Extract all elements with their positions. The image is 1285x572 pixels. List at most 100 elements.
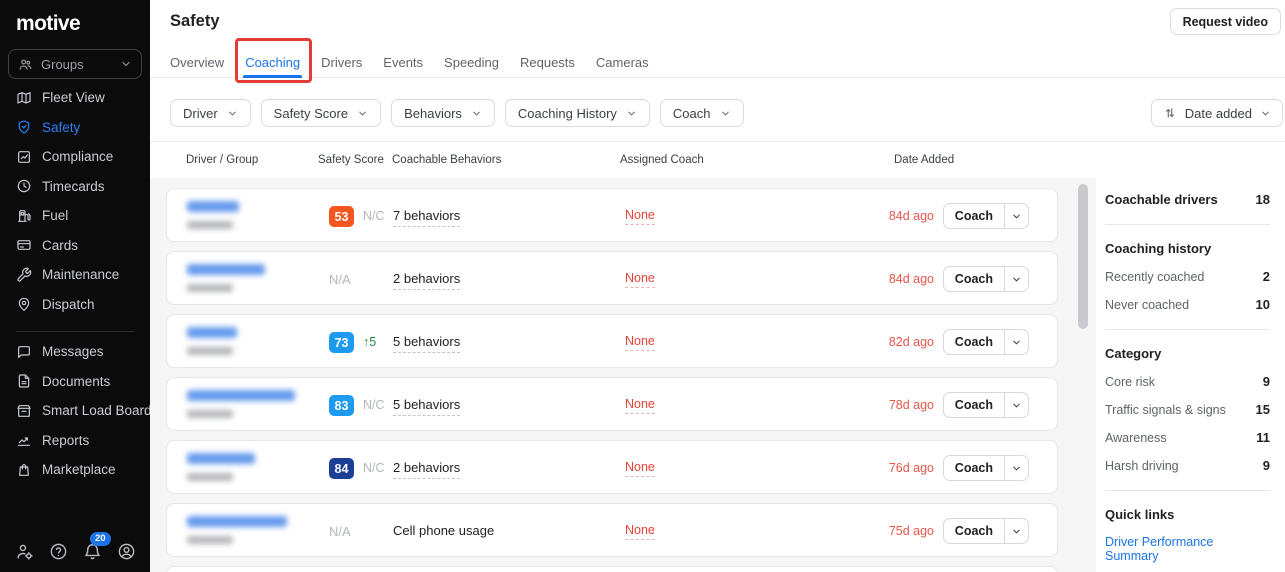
sort-dropdown[interactable]: Date added [1150,99,1283,127]
sidebar-item-timecards[interactable]: Timecards [0,172,150,202]
filter-coaching-history[interactable]: Coaching History [504,99,650,127]
tab-events[interactable]: Events [383,48,423,77]
driver-name-link-redacted[interactable] [187,201,239,212]
notifications-bell-button[interactable]: 20 [81,532,111,564]
sidebar-item-dispatch[interactable]: Dispatch [0,290,150,320]
card-icon [16,237,32,253]
filter-bar: Driver Safety Score Behaviors Coaching Hist… [170,99,744,127]
coachable-behaviors-link[interactable]: 5 behaviors [393,334,461,353]
groups-selector[interactable]: Groups [8,49,142,79]
request-video-button[interactable]: Request video [1169,8,1281,35]
tab-requests[interactable]: Requests [520,48,575,77]
chevron-down-icon[interactable] [1005,204,1028,228]
sidebar-item-marketplace[interactable]: Marketplace [0,455,150,485]
coach-split-button[interactable]: Coach [942,266,1029,292]
driver-performance-summary-link[interactable]: Driver Performance Summary [1105,535,1214,563]
filter-driver[interactable]: Driver [170,99,251,127]
column-driver-group: Driver / Group [186,154,259,166]
coaching-row-list: 53 N/C 7 behaviors None 84d ago Coach N/… [150,178,1096,572]
coach-button-label[interactable]: Coach [944,456,1005,480]
filter-safety-score[interactable]: Safety Score [260,99,382,127]
coachable-drivers-label: Coachable drivers [1105,192,1218,207]
coachable-behaviors-link[interactable]: 2 behaviors [393,460,461,479]
sidebar-item-maintenance[interactable]: Maintenance [0,260,150,290]
coach-button-label[interactable]: Coach [944,393,1005,417]
sidebar-item-label: Compliance [42,149,114,165]
summary-panel: Coachable drivers 18 Coaching history Re… [1105,178,1285,572]
date-added: 78d ago [888,398,934,412]
chevron-down-icon [1262,111,1269,115]
tab-speeding[interactable]: Speeding [444,48,499,77]
chevron-down-icon[interactable] [1005,393,1028,417]
tab-cameras[interactable]: Cameras [596,48,649,77]
sidebar-footer: 20 [0,532,150,572]
driver-name-link-redacted[interactable] [187,327,237,338]
sidebar-item-smart-load-board[interactable]: Smart Load Board [0,396,152,426]
sidebar-item-documents[interactable]: Documents [0,367,150,397]
sidebar-divider [16,331,134,332]
page-title: Safety [170,12,220,30]
sidebar-item-safety[interactable]: Safety [0,113,150,143]
fuel-icon [16,208,32,224]
tab-drivers[interactable]: Drivers [321,48,362,77]
sidebar-item-fuel[interactable]: Fuel [0,201,150,231]
table-row: N/A Cell phone usage None 75d ago Coach [166,503,1058,557]
coach-split-button[interactable]: Coach [942,329,1029,355]
chevron-down-icon[interactable] [1005,519,1028,543]
coachable-behaviors-link[interactable]: 5 behaviors [393,397,461,416]
coach-split-button[interactable]: Coach [942,392,1029,418]
driver-name-link-redacted[interactable] [187,453,255,464]
sidebar-item-compliance[interactable]: Compliance [0,142,150,172]
filter-coach[interactable]: Coach [659,99,744,127]
driver-group-redacted [187,284,233,292]
driver-group-redacted [187,410,233,418]
chevron-down-icon[interactable] [1005,456,1028,480]
coachable-behaviors-link[interactable]: 2 behaviors [393,271,461,290]
coach-button-label[interactable]: Coach [944,519,1005,543]
help-button[interactable] [47,542,69,564]
tab-coaching[interactable]: Coaching [235,38,313,83]
account-icon [117,543,136,564]
coach-button-label[interactable]: Coach [944,330,1005,354]
coachable-behaviors-link[interactable]: 7 behaviors [393,208,461,227]
chevron-down-icon[interactable] [1005,267,1028,291]
assigned-coach-link[interactable]: None [625,208,655,225]
driver-group-redacted [187,473,233,481]
stat-value: 10 [1255,297,1270,312]
coachable-drivers-value: 18 [1255,192,1270,207]
coach-split-button[interactable]: Coach [942,203,1029,229]
tab-overview[interactable]: Overview [170,48,224,77]
driver-name-link-redacted[interactable] [187,516,287,527]
sidebar-item-cards[interactable]: Cards [0,231,150,261]
table-scrollbar[interactable] [1078,182,1088,568]
assigned-coach-link[interactable]: None [625,334,655,351]
sidebar-item-label: Timecards [42,178,105,194]
date-added: 84d ago [888,272,934,286]
sidebar-item-fleet-view[interactable]: Fleet View [0,83,150,113]
chevron-down-icon[interactable] [1005,330,1028,354]
driver-name-link-redacted[interactable] [187,264,265,275]
score-delta: N/C [363,398,385,412]
coach-split-button[interactable]: Coach [942,518,1029,544]
traffic-signals-stat: Traffic signals & signs 15 [1105,402,1270,417]
driver-group-redacted [187,536,233,544]
assigned-coach-link[interactable]: None [625,460,655,477]
assigned-coach-link[interactable]: None [625,397,655,414]
scrollbar-thumb[interactable] [1078,184,1088,329]
coach-button-label[interactable]: Coach [944,267,1005,291]
stat-label: Harsh driving [1105,458,1179,473]
driver-name-link-redacted[interactable] [187,390,295,401]
filter-behaviors[interactable]: Behaviors [391,99,495,127]
sidebar-item-reports[interactable]: Reports [0,426,150,456]
assigned-coach-link[interactable]: None [625,271,655,288]
divider [1105,329,1270,330]
admin-users-button[interactable] [13,542,35,564]
coachable-behaviors-link[interactable]: Cell phone usage [393,523,495,538]
coach-split-button[interactable]: Coach [942,455,1029,481]
assigned-coach-link[interactable]: None [625,523,655,540]
coach-button-label[interactable]: Coach [944,204,1005,228]
account-button[interactable] [115,542,137,564]
sidebar-item-messages[interactable]: Messages [0,337,150,367]
sidebar-item-label: Maintenance [42,267,120,283]
document-icon [16,373,32,389]
